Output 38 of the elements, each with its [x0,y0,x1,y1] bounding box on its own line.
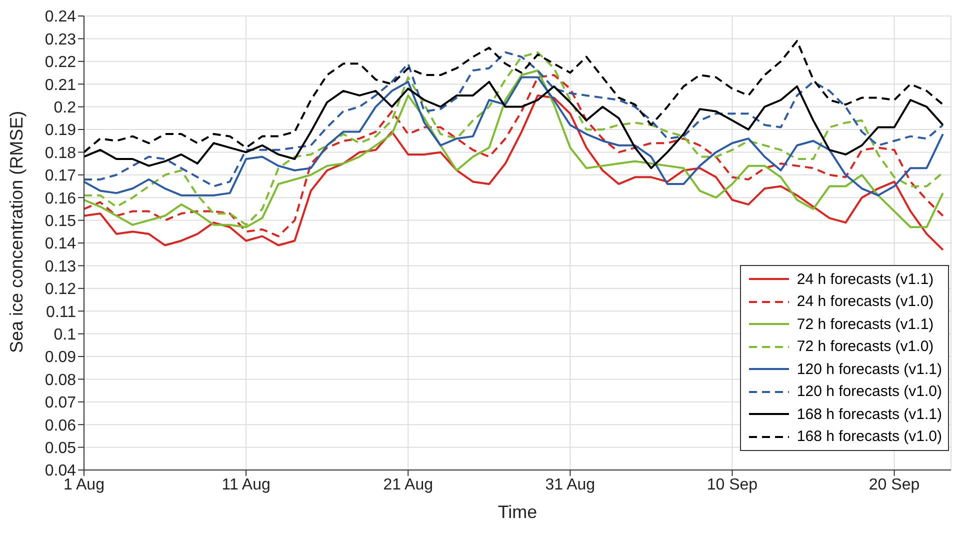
y-tick-label: 0.06 [44,417,76,434]
y-tick-label: 0.09 [44,349,76,366]
y-tick-label: 0.14 [44,236,76,253]
y-tick-label: 0.08 [44,372,76,389]
y-tick-label: 0.1 [54,326,76,344]
legend-label: 72 h forecasts (v1.0) [796,338,934,356]
y-tick-label: 0.23 [44,31,76,48]
line-series [84,80,944,170]
y-tick-label: 0.05 [44,440,76,457]
x-tick-label: 10 Sep [706,476,758,494]
x-tick-label: 20 Sep [868,476,920,494]
y-tick-label: 0.12 [44,281,76,298]
legend-label: 72 h forecasts (v1.1) [796,316,934,333]
legend-label: 120 h forecasts (v1.0) [796,383,942,400]
legend-label: 120 h forecasts (v1.1) [796,360,942,378]
y-tick-label: 0.11 [46,304,76,321]
legend-label: 168 h forecasts (v1.0) [796,428,942,446]
y-tick-label: 0.17 [44,168,76,185]
y-tick-label: 0.2 [54,99,76,116]
line-series [84,40,944,154]
y-tick-label: 0.19 [44,122,76,140]
line-series [84,94,944,251]
y-tick-label: 0.15 [44,212,76,230]
x-tick-label: 21 Aug [383,476,434,494]
x-axis-title: Time [498,502,538,522]
y-tick-label: 0.07 [44,394,76,412]
legend-label: 24 h forecasts (v1.0) [796,293,934,310]
y-tick-label: 0.18 [44,144,76,162]
legend-label: 168 h forecasts (v1.1) [796,406,942,423]
y-tick-label: 0.22 [44,54,76,72]
y-tick-label: 0.13 [44,258,76,276]
y-axis-title: Sea ice concentration (RMSE) [6,110,26,353]
x-tick-label: 11 Aug [222,476,270,494]
legend-label: 24 h forecasts (v1.1) [796,270,934,288]
y-tick-label: 0.21 [44,76,76,94]
y-tick-label: 0.16 [44,190,76,208]
y-tick-label: 0.24 [44,8,76,26]
x-tick-label: 31 Aug [545,476,596,494]
